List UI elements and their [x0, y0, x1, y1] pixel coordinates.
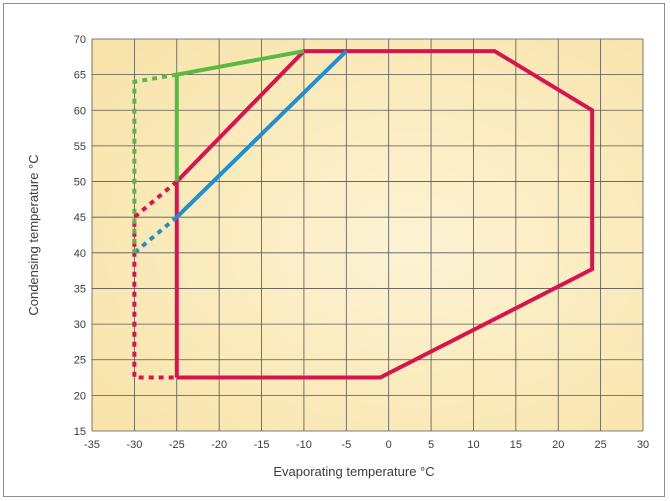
- x-axis-label: Evaporating temperature °C: [273, 464, 434, 479]
- x-tick-label: 20: [552, 439, 564, 451]
- series-2-dashed-line: [132, 72, 178, 253]
- x-tick-label: -5: [341, 439, 351, 451]
- x-tick-label: 25: [594, 439, 606, 451]
- y-tick-label: 15: [74, 426, 86, 438]
- x-tick-label: 30: [637, 439, 649, 451]
- series-1-solid-line: [175, 49, 348, 219]
- grid-lines: [91, 38, 644, 432]
- y-tick-labels: 15 20 25 30 35 40 45 50 55 60 65 70: [74, 34, 86, 438]
- x-tick-label: -15: [254, 439, 270, 451]
- y-tick-label: 35: [74, 283, 86, 295]
- x-tick-label: -35: [84, 439, 100, 451]
- x-tick-label: -30: [126, 439, 142, 451]
- x-tick-labels: -35 -30 -25 -20 -15 -10 -5 0 5 10 15 20 25 30: [84, 439, 649, 451]
- x-tick-label: -25: [169, 439, 185, 451]
- x-tick-label: 10: [467, 439, 479, 451]
- y-tick-label: 45: [74, 212, 86, 224]
- x-tick-label: -20: [211, 439, 227, 451]
- y-tick-label: 20: [74, 390, 86, 402]
- y-tick-label: 60: [74, 105, 86, 117]
- x-tick-label: 5: [428, 439, 434, 451]
- x-tick-label: 15: [510, 439, 522, 451]
- x-tick-label: -10: [296, 439, 312, 451]
- y-tick-label: 70: [74, 34, 86, 46]
- y-tick-label: 25: [74, 355, 86, 367]
- y-tick-label: 30: [74, 319, 86, 331]
- series-group: [132, 49, 595, 380]
- series-2-solid-line: [174, 49, 305, 182]
- x-tick-label: 0: [386, 439, 392, 451]
- y-tick-label: 40: [74, 248, 86, 260]
- plot-area: [92, 39, 643, 431]
- series-0-solid-line: [174, 49, 595, 380]
- y-axis-label: Condensing temperature °C: [26, 154, 41, 315]
- y-tick-label: 50: [74, 177, 86, 189]
- y-tick-label: 55: [74, 141, 86, 153]
- y-tick-label: 65: [74, 70, 86, 82]
